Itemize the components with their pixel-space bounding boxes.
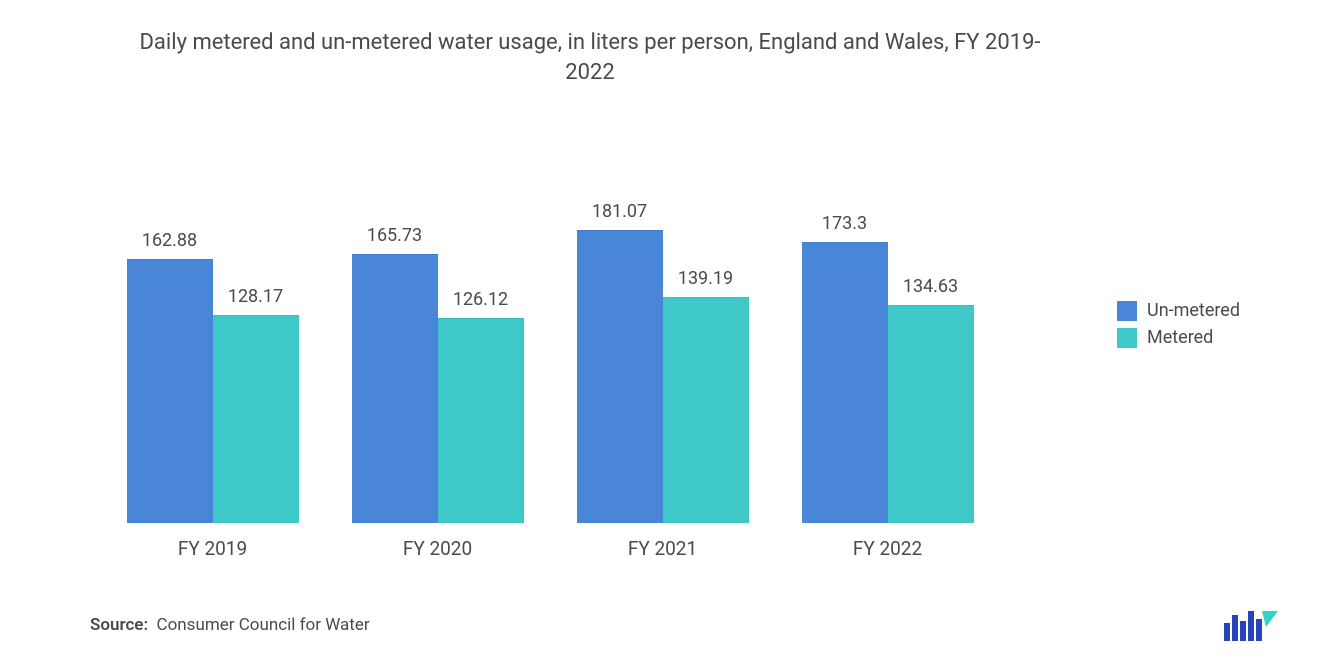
category-label: FY 2020 [403, 537, 472, 560]
value-label: 165.73 [367, 225, 422, 246]
bar [663, 297, 749, 523]
bar [802, 242, 888, 523]
bar-group: 162.88 128.17 FY 2019 [100, 143, 325, 560]
bar-pair: 162.88 128.17 [127, 143, 299, 523]
legend-label: Un-metered [1147, 300, 1240, 321]
category-label: FY 2022 [853, 537, 922, 560]
bar-wrap: 181.07 [577, 201, 663, 523]
value-label: 126.12 [453, 289, 508, 310]
bar-wrap: 165.73 [352, 225, 438, 523]
bar [213, 315, 299, 523]
category-label: FY 2019 [178, 537, 247, 560]
legend-item: Metered [1117, 327, 1240, 348]
value-label: 128.17 [228, 286, 283, 307]
bar-wrap: 173.3 [802, 213, 888, 523]
value-label: 181.07 [592, 201, 647, 222]
bar-chart-plot: 162.88 128.17 FY 2019 165.73 126.12 FY 2020 18… [100, 130, 1000, 560]
bar-wrap: 126.12 [438, 289, 524, 523]
value-label: 173.3 [822, 213, 867, 234]
legend-label: Metered [1147, 327, 1213, 348]
bar-wrap: 128.17 [213, 286, 299, 523]
legend: Un-metered Metered [1117, 300, 1240, 354]
bar-group: 165.73 126.12 FY 2020 [325, 143, 550, 560]
bar-pair: 181.07 139.19 [577, 143, 749, 523]
bar-group: 173.3 134.63 FY 2022 [775, 143, 1000, 560]
bar-group: 181.07 139.19 FY 2021 [550, 143, 775, 560]
bar [352, 254, 438, 523]
bar-wrap: 162.88 [127, 230, 213, 523]
legend-swatch [1117, 328, 1137, 348]
bar [127, 259, 213, 523]
legend-item: Un-metered [1117, 300, 1240, 321]
legend-swatch [1117, 301, 1137, 321]
bar-pair: 173.3 134.63 [802, 143, 974, 523]
value-label: 162.88 [142, 230, 197, 251]
source-prefix: Source: [90, 615, 148, 635]
bar-wrap: 139.19 [663, 268, 749, 523]
source-attribution: Source: Consumer Council for Water [90, 615, 370, 635]
value-label: 134.63 [903, 276, 958, 297]
value-label: 139.19 [678, 268, 733, 289]
source-text: Consumer Council for Water [157, 615, 370, 635]
bar [438, 318, 524, 523]
chart-title: Daily metered and un-metered water usage… [0, 0, 1320, 87]
category-label: FY 2021 [628, 537, 697, 560]
bar [888, 305, 974, 523]
bar-wrap: 134.63 [888, 276, 974, 523]
bar-pair: 165.73 126.12 [352, 143, 524, 523]
brand-logo [1222, 605, 1280, 643]
bar [577, 230, 663, 523]
